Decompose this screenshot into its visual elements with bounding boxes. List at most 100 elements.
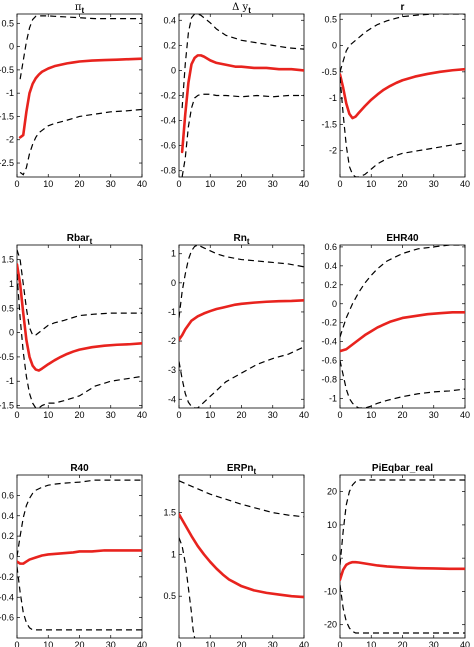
x-tick-label: 30 (106, 410, 116, 420)
y-tick-label: 0 (171, 278, 176, 288)
plot-area (16, 244, 143, 409)
chart-title: ERPnt (227, 463, 257, 476)
y-tick-label: -0.8 (160, 166, 176, 176)
y-tick-label: 0 (9, 328, 14, 338)
lower-band-line (181, 93, 304, 177)
x-tick-label: 20 (397, 179, 407, 189)
chart-panel: Rbart 0 10 20 30 40 1.5 1 0.5 0 -0.5 -1 -1.5 (0, 233, 147, 420)
chart-title: EHR40 (386, 233, 419, 244)
y-tick-label: 1 (171, 249, 176, 259)
y-tick-label: 1 (171, 549, 176, 559)
plot-area (178, 244, 305, 409)
x-tick-label: 10 (366, 640, 376, 647)
x-tick-label: 30 (106, 179, 116, 189)
x-tick-label: 20 (74, 410, 84, 420)
x-tick-label: 30 (268, 410, 278, 420)
y-tick-label: 0.6 (1, 490, 14, 500)
chart-title-subscript: t (254, 467, 257, 476)
y-tick-label: 0.4 (163, 15, 176, 25)
y-tick-label: -0.6 (321, 356, 337, 366)
y-tick-label: 0 (332, 553, 337, 563)
x-tick-label: 10 (43, 640, 53, 647)
y-tick-label: -0.5 (0, 65, 14, 75)
x-tick-label: 30 (429, 640, 439, 647)
upper-band-line (179, 245, 304, 318)
upper-band-line (340, 14, 465, 73)
y-tick-label: 0.5 (1, 303, 14, 313)
y-tick-label: -0.6 (160, 141, 176, 151)
y-tick-label: -2 (329, 146, 337, 156)
x-tick-label: 40 (460, 410, 470, 420)
x-tick-label: 40 (137, 410, 147, 420)
chart-title-text: r (401, 2, 405, 13)
median-response-line (179, 512, 304, 599)
plot-area (178, 474, 305, 639)
y-tick-label: 1.5 (1, 255, 14, 265)
lower-band-line (17, 274, 142, 408)
x-tick-label: 40 (299, 179, 309, 189)
x-tick-label: 0 (176, 179, 181, 189)
x-tick-label: 10 (43, 179, 53, 189)
median-response-line (340, 560, 465, 582)
y-tick-label: -2 (168, 336, 176, 346)
chart-panel: EHR40 0 10 20 30 40 0.6 0.4 0.2 0 -0.2 -0.4 -0.6 -0.8… (321, 233, 470, 420)
y-tick-label: 1.5 (163, 508, 176, 518)
x-tick-label: 10 (366, 410, 376, 420)
y-tick-label: -1 (6, 88, 14, 98)
plot-area (339, 13, 466, 178)
y-tick-label: -0.4 (0, 592, 14, 602)
lower-band-line (179, 537, 196, 638)
y-tick-label: 0 (9, 42, 14, 52)
y-tick-label: 10 (327, 520, 337, 530)
x-tick-label: 0 (14, 640, 19, 647)
chart-title-subscript: t (81, 6, 84, 15)
median-response-line (340, 67, 465, 120)
plot-area (16, 13, 143, 178)
y-tick-label: -2 (6, 135, 14, 145)
x-tick-label: 10 (43, 410, 53, 420)
chart-title-text: Rbar (67, 233, 90, 244)
lower-band-line (17, 566, 142, 631)
y-tick-label: 0 (171, 65, 176, 75)
upper-band-line (340, 245, 465, 338)
y-tick-label: -0.4 (321, 337, 337, 347)
y-tick-label: 0.2 (324, 280, 337, 290)
y-tick-label: 1 (9, 279, 14, 289)
chart-panel: r 0 10 20 30 40 0.5 0 -0.5 -1 -1.5 -2 (321, 2, 470, 189)
y-tick-label: -10 (324, 586, 337, 596)
y-tick-label: -3 (168, 365, 176, 375)
y-tick-label: 20 (327, 487, 337, 497)
median-response-line (17, 549, 142, 565)
y-tick-label: 0 (332, 41, 337, 51)
chart-title-text: PiEqbar_real (372, 463, 433, 474)
chart-title-text: Δ y (232, 2, 248, 13)
y-tick-label: 0.5 (1, 18, 14, 28)
plot-area (339, 474, 466, 639)
x-tick-label: 30 (429, 179, 439, 189)
x-tick-label: 0 (176, 410, 181, 420)
x-tick-label: 0 (337, 640, 342, 647)
chart-title-subscript: t (248, 6, 251, 15)
chart-title: Rnt (233, 233, 249, 246)
chart-title: Δ yt (232, 2, 251, 15)
median-response-line (17, 263, 142, 372)
y-tick-label: -0.8 (321, 375, 337, 385)
y-tick-label: 0.2 (163, 40, 176, 50)
chart-panel: R40 0 10 20 30 40 0.6 0.4 0.2 0 -0.2 -0.4 -0.6 (0, 463, 147, 647)
x-tick-label: 30 (106, 640, 116, 647)
x-tick-label: 30 (268, 640, 278, 647)
lower-band-line (340, 360, 465, 408)
y-tick-label: -0.2 (0, 572, 14, 582)
y-tick-label: -0.5 (0, 352, 14, 362)
x-tick-label: 0 (337, 179, 342, 189)
y-tick-label: -0.4 (160, 116, 176, 126)
y-tick-label: -1 (6, 376, 14, 386)
chart-title: PiEqbar_real (372, 463, 433, 474)
chart-panel: PiEqbar_real 0 10 20 30 40 20 10 0 -10 -20 (324, 463, 470, 647)
chart-panel: Δ yt 0 10 20 30 40 0.4 0.2 0 -0.2 -0.4 -0.6 -0.8 (160, 2, 309, 189)
median-response-line (18, 57, 142, 139)
y-tick-label: -1 (168, 307, 176, 317)
chart-title-subscript: t (247, 237, 250, 246)
y-tick-label: 0.5 (324, 14, 337, 24)
